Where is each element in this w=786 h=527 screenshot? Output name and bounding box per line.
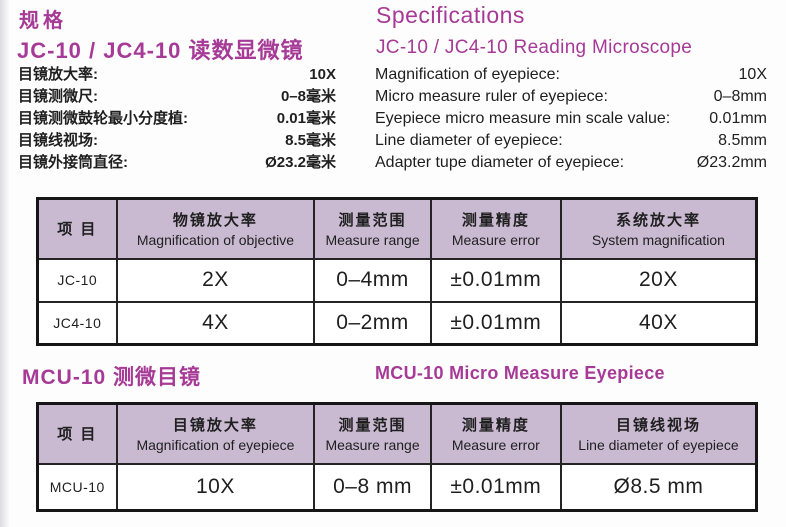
column-header: 目镜线视场 Line diameter of eyepiece (559, 402, 758, 465)
spec-row: 目镜测微尺: 0–8毫米 (18, 86, 336, 108)
spec-label: Magnification of eyepiece: (375, 66, 560, 83)
value-cell: ±0.01mm (429, 300, 562, 346)
spec-label: 目镜测微鼓轮最小分度植: (18, 110, 188, 127)
spec-row: Micro measure ruler of eyepiece: 0–8mm (375, 86, 767, 108)
spec-row: Adapter tupe diameter of eyepiece: Ø23.2… (375, 152, 767, 174)
mcu-section-title-en: MCU-10 Micro Measure Eyepiece (375, 363, 665, 383)
value-cell: ±0.01mm (429, 462, 562, 512)
value-cell: 40X (559, 300, 758, 346)
spec-row: Magnification of eyepiece: 10X (375, 64, 767, 86)
column-header: 测量精度 Measure error (429, 402, 562, 465)
column-header: 测量精度 Measure error (429, 197, 562, 260)
spec-row: 目镜放大率: 10X (18, 64, 336, 86)
spec-value: 8.5mm (718, 132, 767, 149)
spec-row: 目镜线视场: 8.5毫米 (18, 130, 336, 152)
value-cell: 10X (115, 462, 316, 512)
spec-value: 0–8mm (713, 88, 767, 105)
value-cell: Ø8.5 mm (559, 462, 758, 512)
value-cell: 20X (559, 257, 758, 303)
spec-value: 0.01毫米 (276, 110, 336, 127)
column-header: 测量范围 Measure range (313, 197, 432, 260)
table-row: JC4-10 4X 0–2mm ±0.01mm 40X (36, 300, 758, 346)
spec-label: 目镜测微尺: (18, 88, 98, 105)
scan-edge-shadow (0, 0, 10, 527)
product-subtitle-en: JC-10 / JC4-10 Reading Microscope (376, 37, 693, 58)
table-row: JC-10 2X 0–4mm ±0.01mm 20X (36, 257, 758, 303)
table-header-row: 项 目 物镜放大率 Magnification of objective 测量范围… (36, 197, 758, 260)
spec-row: 目镜外接筒直径: Ø23.2毫米 (18, 152, 336, 174)
spec-value: 10X (309, 66, 336, 83)
value-cell: 0–4mm (313, 257, 432, 303)
spec-list-en: Magnification of eyepiece: 10X Micro mea… (375, 64, 767, 174)
spec-label: Adapter tupe diameter of eyepiece: (375, 154, 625, 171)
spec-value: 8.5毫米 (285, 132, 336, 149)
spec-label: Eyepiece micro measure min scale value: (375, 110, 671, 127)
column-header: 项 目 (36, 402, 118, 465)
spec-label: Micro measure ruler of eyepiece: (375, 88, 608, 105)
page-title-en: Specifications (376, 2, 525, 28)
value-cell: 2X (115, 257, 316, 303)
model-cell: JC-10 (36, 257, 118, 303)
column-header: 测量范围 Measure range (313, 402, 432, 465)
table-header-row: 项 目 目镜放大率 Magnification of eyepiece 测量范围 M… (36, 402, 758, 465)
spec-label: 目镜放大率: (18, 66, 98, 83)
spec-list-cn: 目镜放大率: 10X 目镜测微尺: 0–8毫米 目镜测微鼓轮最小分度植: 0.0… (18, 64, 336, 174)
value-cell: ±0.01mm (429, 257, 562, 303)
spec-value: Ø23.2mm (696, 154, 767, 171)
spec-row: 目镜测微鼓轮最小分度植: 0.01毫米 (18, 108, 336, 130)
value-cell: 0–8 mm (313, 462, 432, 512)
spec-label: 目镜线视场: (18, 132, 98, 149)
spec-value: 0.01mm (709, 110, 767, 127)
mcu-section-title-cn: MCU-10 测微目镜 (22, 366, 202, 389)
value-cell: 0–2mm (313, 300, 432, 346)
spec-value: 10X (738, 66, 767, 83)
column-header: 物镜放大率 Magnification of objective (115, 197, 316, 260)
jc-specs-table: 项 目 物镜放大率 Magnification of objective 测量范围… (36, 197, 758, 346)
column-header: 系统放大率 System magnification (559, 197, 758, 260)
table-row: MCU-10 10X 0–8 mm ±0.01mm Ø8.5 mm (36, 462, 758, 512)
spec-row: Line diameter of eyepiece: 8.5mm (375, 130, 767, 152)
model-cell: MCU-10 (36, 462, 118, 512)
spec-label: Line diameter of eyepiece: (375, 132, 563, 149)
column-header: 目镜放大率 Magnification of eyepiece (115, 402, 316, 465)
value-cell: 4X (115, 300, 316, 346)
page-title-cn: 规格 (19, 10, 67, 32)
column-header: 项 目 (36, 197, 118, 260)
spec-value: Ø23.2毫米 (265, 154, 336, 171)
spec-row: Eyepiece micro measure min scale value: … (375, 108, 767, 130)
product-subtitle-cn: JC-10 / JC4-10 读数显微镜 (17, 38, 304, 63)
mcu-specs-table: 项 目 目镜放大率 Magnification of eyepiece 测量范围 M… (36, 402, 758, 512)
model-cell: JC4-10 (36, 300, 118, 346)
spec-value: 0–8毫米 (280, 88, 336, 105)
spec-label: 目镜外接筒直径: (18, 154, 128, 171)
